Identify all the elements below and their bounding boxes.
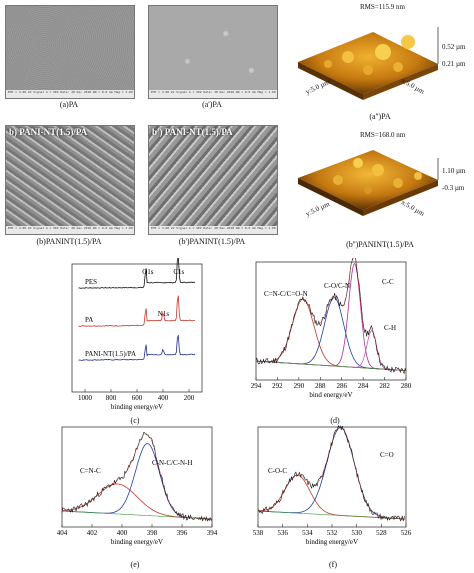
plot-frame — [61, 426, 213, 528]
x-tick-label: 398 — [147, 529, 158, 537]
z-top-label: 0.52 µm — [442, 43, 466, 51]
x-axis-label: binding energy/eV — [111, 403, 163, 411]
fit-envelope — [62, 433, 213, 520]
x-tick-label: 400 — [158, 394, 169, 402]
series-label: PES — [85, 278, 97, 286]
raw-spectrum — [255, 258, 407, 375]
peak-label: C=O — [380, 451, 394, 459]
peak-label-n1s: N1s — [158, 310, 170, 318]
sem-image-pa-zoom: EHT = 3.00 kV Signal A = SE2 Date: 28 De… — [148, 5, 278, 99]
sem-info-bar: EHT = 3.00 kV Signal A = SE2 Date: 28 De… — [149, 90, 277, 98]
baseline — [62, 510, 212, 520]
caption-a2: (a'')PA — [369, 112, 391, 121]
peak-label: C-C — [382, 278, 394, 286]
x-tick-label: 394 — [207, 529, 218, 537]
afm-3d-pa — [298, 27, 439, 100]
caption-d: (d) — [330, 416, 340, 425]
caption-b1: (b')PANINT(1.5)/PA — [178, 237, 246, 246]
series-label: PA — [85, 316, 93, 324]
x-tick-label: 1000 — [78, 394, 93, 402]
x-tick-label: 292 — [272, 382, 283, 390]
peak-label: C-O-C — [268, 467, 287, 475]
caption-f: (f) — [329, 560, 337, 569]
caption-b2: (b'')PANINT(1.5)/PA — [346, 240, 414, 249]
sem-image-pani-nt: b) PANI-NT(1.5)/PA EHT = 3.00 kV Signal … — [5, 125, 135, 235]
z-top-label: 1.10 µm — [442, 167, 466, 175]
x-tick-label: 404 — [57, 529, 68, 537]
series-label: PANI-NT(1.5)/PA — [85, 350, 136, 358]
x-tick-label: 534 — [302, 529, 313, 537]
x-tick-label: 286 — [336, 382, 347, 390]
peak-label: C-N-C/C-N-H — [152, 459, 192, 467]
x-tick-label: 400 — [117, 529, 128, 537]
plot-frame — [255, 261, 407, 381]
caption-c: (c) — [130, 416, 140, 425]
x-tick-label: 280 — [401, 382, 412, 390]
fit-peak-2 — [62, 443, 213, 520]
fit-peak-2 — [255, 297, 407, 371]
x-tick-label: 532 — [327, 529, 338, 537]
x-tick-label: 402 — [87, 529, 98, 537]
caption-b: (b)PANINT(1.5)/PA — [36, 237, 102, 246]
fit-envelope — [255, 258, 407, 371]
fit-peak-1 — [62, 483, 213, 520]
peak-label-c1s: C1s — [173, 268, 184, 276]
sem-image-label: b') PANI-NT(1.5)/PA — [152, 127, 233, 137]
x-tick-label: 538 — [253, 529, 264, 537]
sem-info-bar: EHT = 3.00 kV Signal A = SE2 Date: 28 De… — [6, 226, 134, 234]
z-bottom-label: -0.3 µm — [442, 184, 465, 192]
o1s-chart: 538 536 534 532 530 528 526 binding energy/eV C-… — [253, 424, 412, 546]
series-line — [78, 258, 196, 289]
x-axis-label: bind energy/eV — [309, 391, 352, 399]
caption-a: (a)PA — [59, 100, 79, 109]
peak-label: C=N-C/C=O-N — [264, 290, 308, 298]
x-tick-label: 284 — [358, 382, 369, 390]
raw-spectrum — [61, 432, 213, 522]
afm-3d-pani-nt — [298, 150, 439, 216]
rms-value: RMS=168.0 nm — [360, 131, 406, 139]
x-tick-label: 282 — [379, 382, 390, 390]
fit-peak-1 — [255, 298, 407, 371]
series-line — [78, 295, 196, 327]
x-tick-label: 200 — [184, 394, 195, 402]
x-tick-label: 290 — [294, 382, 305, 390]
sem-image-label: b) PANI-NT(1.5)/PA — [9, 127, 88, 137]
c1s-chart: 294 292 290 288 286 284 282 280 bind energy/eV C=… — [251, 258, 412, 399]
x-tick-label: 294 — [251, 382, 262, 390]
sem-image-pani-nt-zoom: b') PANI-NT(1.5)/PA EHT = 3.00 kV Signal… — [148, 125, 278, 235]
fit-envelope — [258, 427, 406, 520]
caption-a1: (a')PA — [202, 100, 222, 109]
peak-label: C-H — [384, 324, 396, 332]
sem-info-bar: EHT = 3.00 kV Signal A = SE2 Date: 28 De… — [149, 226, 277, 234]
peak-label: C-O/C-N — [324, 282, 350, 290]
x-tick-label: 396 — [177, 529, 188, 537]
x-axis-label: binding energy/eV — [306, 538, 358, 546]
peak-label-o1s: O1s — [142, 268, 154, 276]
peak-label: C=N-C — [80, 467, 101, 475]
xps-survey-chart: 1000 800 600 400 200 binding energy/eV PES PA PA… — [71, 258, 203, 411]
x-tick-label: 800 — [106, 394, 117, 402]
x-tick-label: 528 — [376, 529, 387, 537]
x-tick-label: 536 — [277, 529, 288, 537]
x-tick-label: 526 — [401, 529, 412, 537]
baseline — [255, 360, 407, 371]
x-tick-label: 288 — [315, 382, 326, 390]
z-bottom-label: 0.21 µm — [442, 60, 466, 68]
x-tick-label: 600 — [132, 394, 143, 402]
series-line — [78, 334, 196, 361]
sem-image-pa: EHT = 3.00 kV Signal A = SE2 Date: 28 De… — [5, 5, 135, 99]
sem-info-bar: EHT = 3.00 kV Signal A = SE2 Date: 28 De… — [6, 90, 134, 98]
n1s-chart: 404 402 400 398 396 394 binding energy/eV C=N-C… — [57, 426, 218, 546]
x-axis-label: binding energy/eV — [111, 538, 163, 546]
rms-value: RMS=115.9 nm — [360, 3, 405, 11]
caption-e: (e) — [130, 560, 140, 569]
x-tick-label: 530 — [351, 529, 362, 537]
fit-peak-4 — [255, 330, 407, 371]
